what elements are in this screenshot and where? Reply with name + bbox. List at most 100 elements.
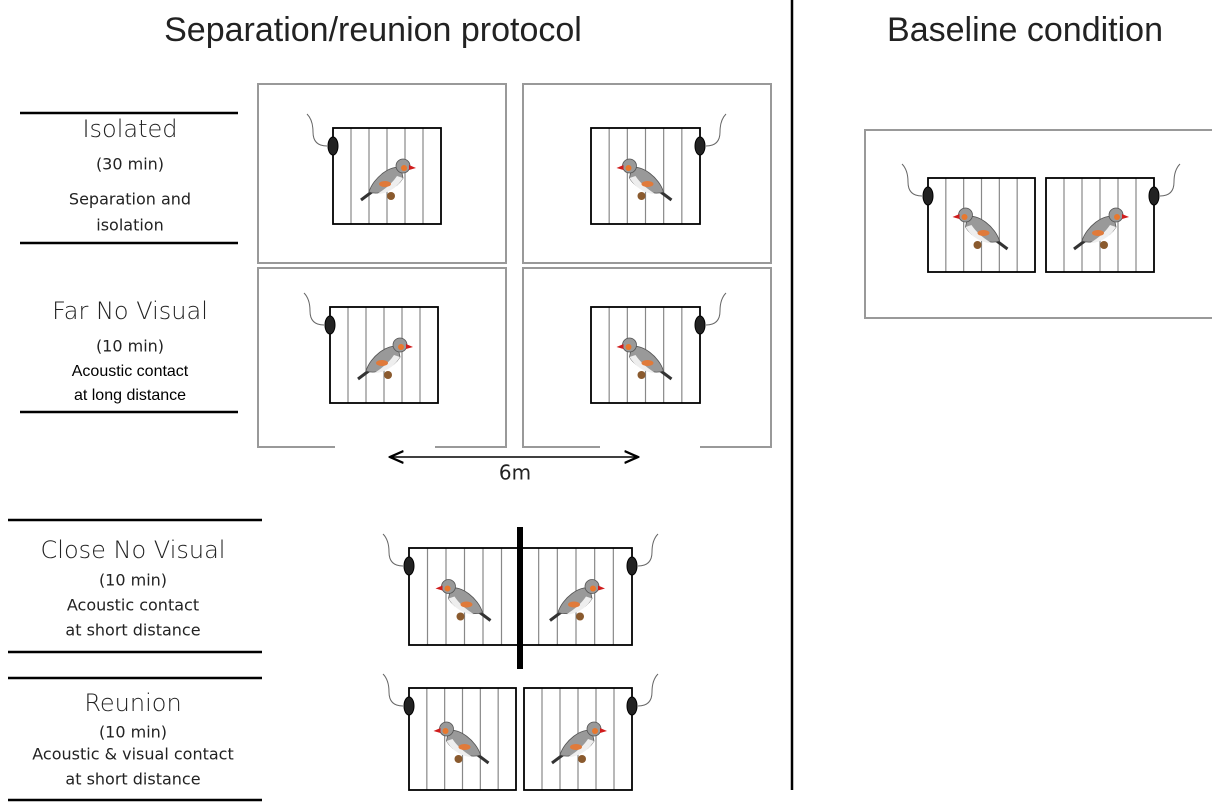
- stage-description: isolation: [96, 216, 163, 235]
- cage: [382, 673, 517, 791]
- cage: [382, 533, 521, 646]
- bird: [551, 721, 607, 765]
- microphone: [922, 186, 934, 206]
- bird-beak: [406, 344, 413, 349]
- bird: [549, 579, 605, 622]
- left-title: Separation/reunion protocol: [164, 11, 582, 49]
- perch: [637, 371, 646, 379]
- stage-name: Close No Visual: [41, 536, 226, 564]
- mic-cable: [1159, 163, 1181, 197]
- mic-cable: [637, 673, 659, 707]
- stage-description: Acoustic contact: [67, 596, 199, 615]
- bird-cheek: [1114, 214, 1120, 220]
- bird: [433, 721, 490, 765]
- bird-flank: [460, 601, 473, 608]
- stage-name: Far No Visual: [52, 297, 208, 325]
- perch: [454, 755, 463, 763]
- bird-cheek: [592, 728, 598, 734]
- bird-cheek: [401, 165, 407, 171]
- stage-description: at long distance: [74, 387, 186, 404]
- bird-cheek: [442, 728, 449, 734]
- mic-cable: [705, 113, 727, 147]
- bird-beak: [409, 165, 416, 170]
- cage-frame: [590, 306, 701, 404]
- bird-beak: [952, 214, 960, 219]
- cage: [590, 113, 727, 225]
- cage-frame: [590, 127, 701, 225]
- bird: [616, 337, 673, 381]
- stage-description: at short distance: [65, 621, 200, 640]
- mic-cable: [306, 113, 328, 147]
- bird-beak: [600, 728, 607, 733]
- perch: [456, 612, 465, 621]
- perch: [578, 755, 586, 763]
- mic-cable: [637, 533, 659, 567]
- cage-frame: [927, 177, 1036, 273]
- microphone: [694, 315, 706, 335]
- microphone: [626, 696, 638, 716]
- bird-flank: [641, 181, 654, 187]
- bird: [360, 158, 416, 202]
- bird-cheek: [590, 585, 596, 592]
- mic-cable: [382, 533, 404, 567]
- cage-frame: [523, 687, 633, 791]
- distance-label: 6m: [499, 461, 531, 485]
- bird-flank: [376, 360, 388, 366]
- microphone: [694, 136, 706, 156]
- cage-frame: [329, 306, 439, 404]
- bird: [616, 158, 673, 202]
- bird-beak: [433, 728, 441, 733]
- stage-description: Acoustic contact: [72, 363, 189, 380]
- microphone: [403, 556, 415, 576]
- bird-cheek: [625, 344, 632, 350]
- bird: [952, 207, 1009, 251]
- stage-duration: (30 min): [96, 155, 164, 174]
- rooms: [257, 83, 1212, 448]
- bird-beak: [616, 165, 624, 170]
- bird-flank: [379, 181, 391, 187]
- mic-cable: [303, 292, 325, 326]
- microphone: [1148, 186, 1160, 206]
- cage-frame: [1045, 177, 1155, 273]
- mic-cable: [705, 292, 727, 326]
- perch: [387, 192, 395, 200]
- cage: [901, 163, 1036, 273]
- bird-beak: [435, 585, 443, 591]
- cage: [519, 533, 659, 646]
- cage: [306, 113, 442, 225]
- bird-beak: [616, 344, 624, 349]
- cage: [590, 292, 727, 404]
- bird-flank: [458, 744, 471, 750]
- cage: [303, 292, 439, 404]
- stage-description: Acoustic & visual contact: [32, 745, 234, 764]
- cage: [523, 673, 659, 791]
- stage-rules: [8, 111, 262, 802]
- microphone: [626, 556, 638, 576]
- bird: [1073, 207, 1129, 251]
- stage-labels: Isolated (30 min) Separation and isolation F…: [32, 115, 234, 789]
- stage-name: Reunion: [84, 689, 181, 717]
- stage-description: at short distance: [65, 770, 200, 789]
- bird-flank: [641, 360, 654, 366]
- cage: [1045, 163, 1181, 273]
- bird-cheek: [625, 165, 632, 171]
- stage-name: Isolated: [82, 115, 177, 143]
- microphone: [327, 136, 339, 156]
- cages: [303, 113, 1181, 791]
- right-title: Baseline condition: [887, 11, 1163, 49]
- perch: [973, 241, 982, 249]
- perch: [1100, 241, 1108, 249]
- microphone: [403, 696, 415, 716]
- bird-beak: [1122, 214, 1129, 219]
- perch: [384, 371, 392, 379]
- cage-frame: [332, 127, 442, 225]
- bird-flank: [568, 601, 580, 608]
- bird: [357, 337, 413, 381]
- microphone: [324, 315, 336, 335]
- stage-duration: (10 min): [99, 723, 167, 742]
- bird-flank: [570, 744, 582, 750]
- bird-cheek: [444, 585, 451, 592]
- bird-cheek: [398, 344, 404, 350]
- bird: [435, 579, 492, 622]
